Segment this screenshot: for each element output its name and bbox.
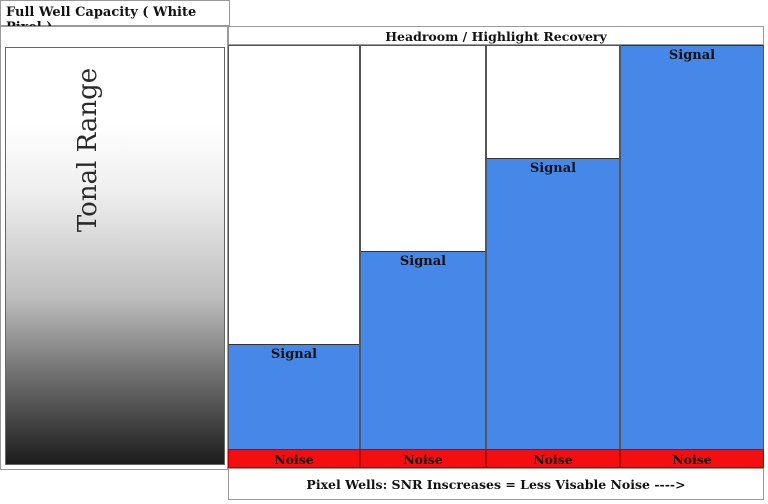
signal-fill xyxy=(361,251,485,449)
tonal-range-label: Tonal Range xyxy=(73,67,103,233)
signal-label: Signal xyxy=(270,347,318,362)
signal-fill xyxy=(229,344,359,449)
signal-label: Signal xyxy=(668,48,716,63)
noise-bar: Noise xyxy=(486,449,620,468)
snr-caption: Pixel Wells: SNR Inscreases = Less Visab… xyxy=(228,468,764,500)
tonal-range-gradient xyxy=(5,47,225,465)
signal-label: Signal xyxy=(529,161,577,176)
tonal-range-panel xyxy=(0,26,228,470)
headroom-title: Headroom / Highlight Recovery xyxy=(228,26,764,45)
noise-bar: Noise xyxy=(360,449,486,468)
noise-bar: Noise xyxy=(228,449,360,468)
signal-fill xyxy=(621,45,763,449)
full-well-capacity-title: Full Well Capacity ( White Pixel ) xyxy=(0,0,230,35)
noise-bar: Noise xyxy=(620,449,764,468)
signal-fill xyxy=(487,158,619,449)
signal-label: Signal xyxy=(399,254,447,269)
